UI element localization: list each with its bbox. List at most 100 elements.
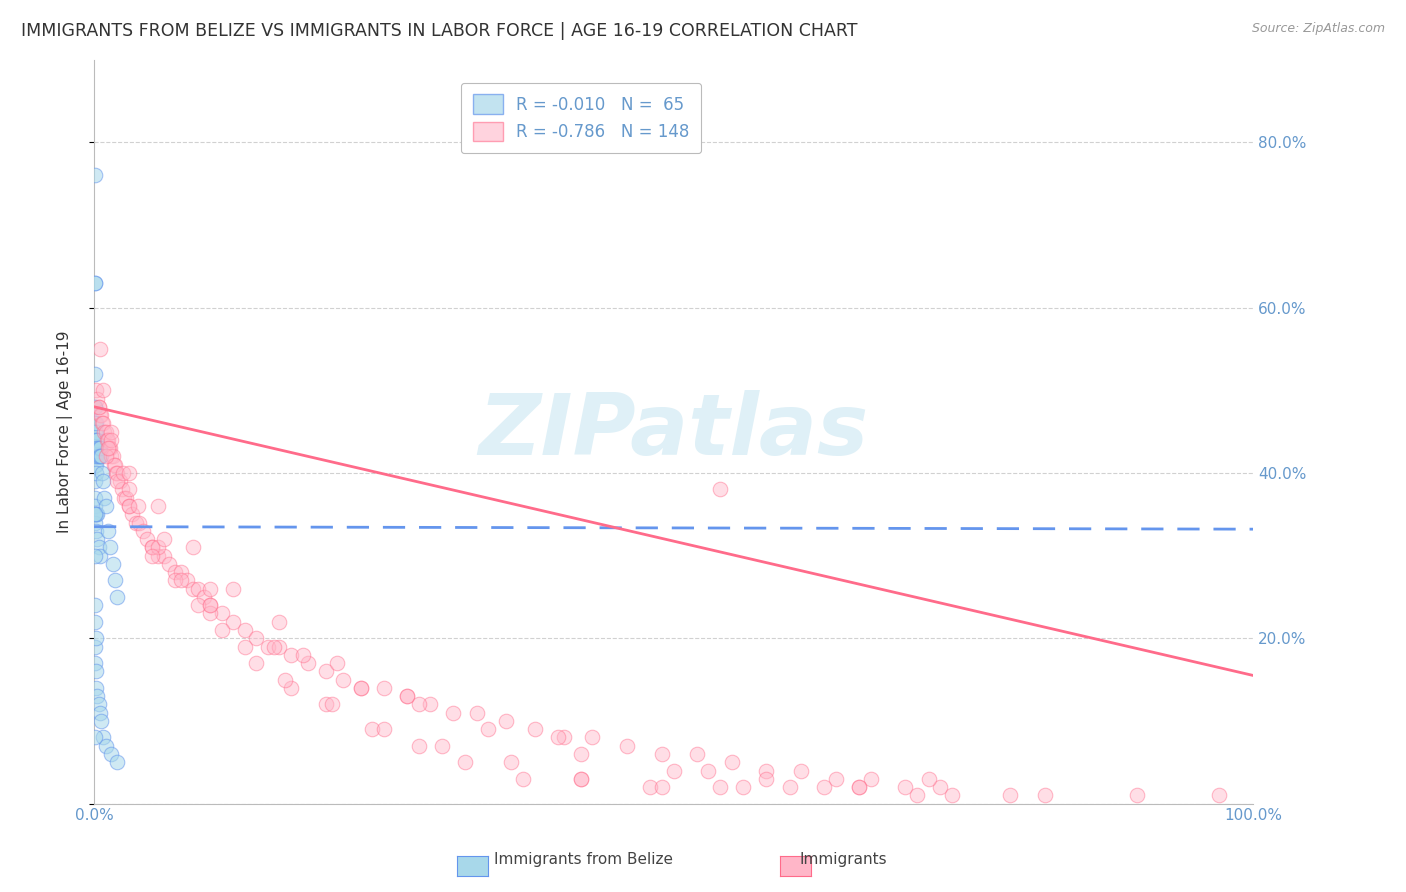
Point	[170, 565, 193, 579]
Point	[146, 549, 169, 563]
Point	[87, 441, 110, 455]
Point	[170, 574, 193, 588]
Point	[569, 747, 592, 761]
Point	[86, 689, 108, 703]
Point	[98, 541, 121, 555]
Point	[104, 574, 127, 588]
Point	[198, 582, 221, 596]
Point	[84, 367, 107, 381]
Point	[105, 590, 128, 604]
Point	[101, 557, 124, 571]
Point	[84, 276, 107, 290]
Point	[84, 656, 107, 670]
Point	[222, 582, 245, 596]
Point	[84, 400, 107, 414]
Point	[181, 582, 204, 596]
Point	[651, 747, 673, 761]
Point	[733, 780, 755, 794]
Point	[84, 615, 107, 629]
Point	[408, 739, 430, 753]
Point	[141, 541, 163, 555]
Point	[89, 706, 111, 720]
Point	[709, 483, 731, 497]
Text: Immigrants: Immigrants	[800, 852, 887, 867]
Point	[1033, 789, 1056, 803]
Point	[86, 425, 108, 439]
Point	[84, 598, 107, 612]
Point	[686, 747, 709, 761]
Point	[165, 565, 187, 579]
Point	[662, 764, 685, 778]
Point	[86, 632, 108, 646]
Point	[454, 756, 477, 770]
Point	[495, 714, 517, 728]
Point	[263, 640, 285, 654]
Point	[98, 441, 121, 455]
Point	[720, 756, 742, 770]
Point	[89, 441, 111, 455]
Point	[115, 491, 138, 505]
Point	[91, 466, 114, 480]
Point	[86, 458, 108, 472]
Point	[97, 433, 120, 447]
Point	[569, 772, 592, 786]
Point	[89, 549, 111, 563]
Point	[157, 557, 180, 571]
Point	[941, 789, 963, 803]
Point	[187, 582, 209, 596]
Point	[84, 516, 107, 530]
Point	[86, 450, 108, 464]
Point	[501, 756, 523, 770]
Point	[127, 499, 149, 513]
Point	[350, 681, 373, 695]
Point	[280, 648, 302, 662]
Point	[198, 607, 221, 621]
Point	[111, 466, 134, 480]
Point	[373, 681, 395, 695]
Point	[569, 772, 592, 786]
Point	[905, 789, 928, 803]
Point	[697, 764, 720, 778]
Point	[790, 764, 813, 778]
Point	[91, 417, 114, 431]
Point	[198, 598, 221, 612]
Point	[779, 780, 801, 794]
Point	[84, 417, 107, 431]
Point	[91, 417, 114, 431]
Point	[198, 598, 221, 612]
Point	[280, 681, 302, 695]
Point	[141, 541, 163, 555]
Legend: R = -0.010   N =  65, R = -0.786   N = 148: R = -0.010 N = 65, R = -0.786 N = 148	[461, 83, 702, 153]
Point	[848, 780, 870, 794]
Point	[141, 549, 163, 563]
Point	[90, 714, 112, 728]
Point	[118, 483, 141, 497]
Point	[361, 723, 384, 737]
Point	[547, 731, 569, 745]
Point	[84, 491, 107, 505]
Point	[193, 590, 215, 604]
Point	[84, 425, 107, 439]
Point	[84, 549, 107, 563]
Point	[825, 772, 848, 786]
Point	[94, 499, 117, 513]
Point	[86, 681, 108, 695]
Point	[84, 458, 107, 472]
Point	[929, 780, 952, 794]
Point	[894, 780, 917, 794]
Point	[90, 408, 112, 422]
Point	[222, 615, 245, 629]
Y-axis label: In Labor Force | Age 16-19: In Labor Force | Age 16-19	[58, 330, 73, 533]
Point	[97, 524, 120, 538]
Point	[125, 516, 148, 530]
Point	[97, 441, 120, 455]
Point	[430, 739, 453, 753]
Point	[146, 499, 169, 513]
Point	[118, 499, 141, 513]
Point	[640, 780, 662, 794]
Point	[1208, 789, 1230, 803]
Point	[84, 508, 107, 522]
Point	[86, 466, 108, 480]
Point	[86, 532, 108, 546]
Point	[86, 417, 108, 431]
